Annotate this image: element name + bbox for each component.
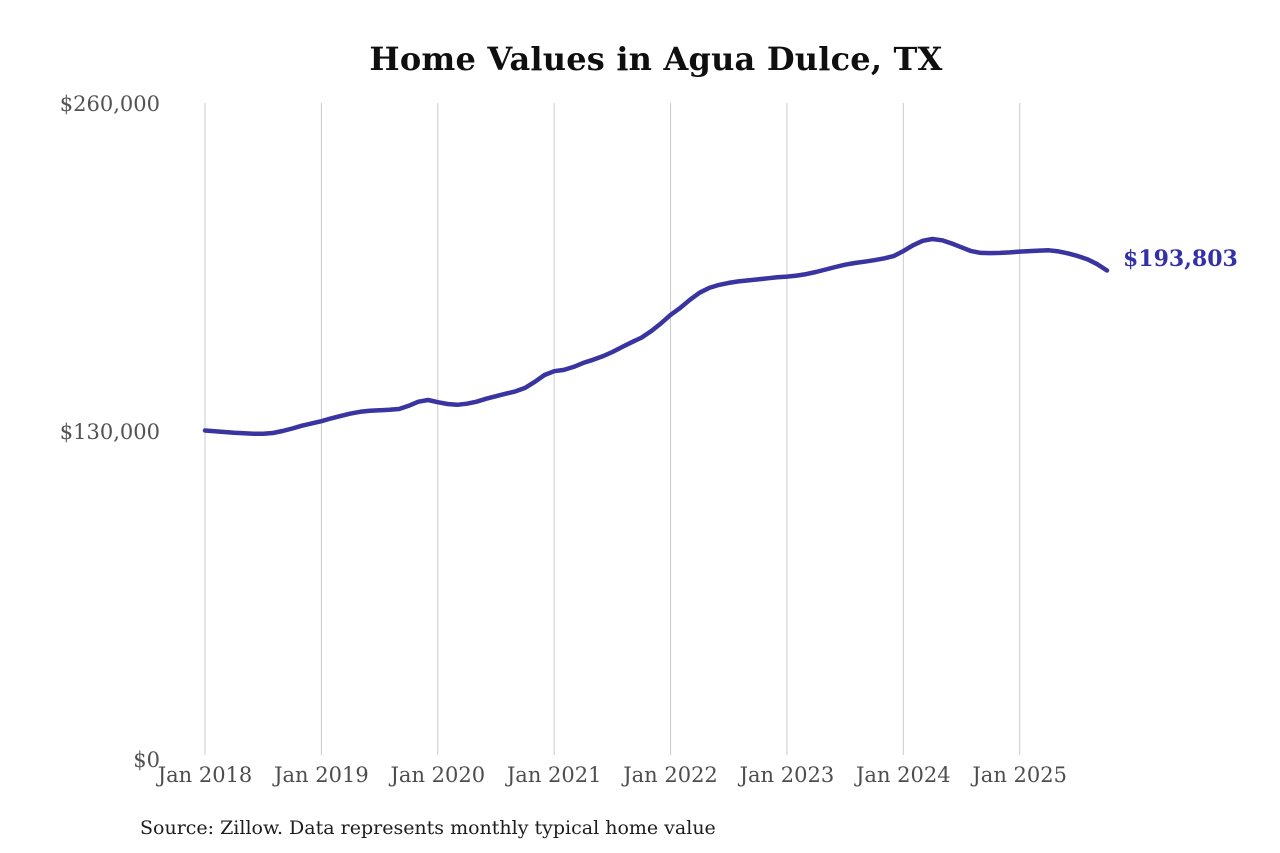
- home-value-line-series: [202, 236, 1110, 437]
- x-axis-tick-jan-2022: Jan 2022: [623, 763, 718, 787]
- x-axis-tick-jan-2021: Jan 2021: [506, 763, 602, 787]
- x-axis-tick-jan-2018: Jan 2018: [157, 763, 253, 787]
- latest-value-label: $193,803: [1123, 246, 1238, 272]
- x-axis-tick-jan-2025: Jan 2025: [972, 763, 1067, 787]
- x-axis-tick-jan-2023: Jan 2023: [739, 763, 835, 787]
- chart-title: Home Values in Agua Dulce, TX: [369, 40, 943, 78]
- source-attribution: Source: Zillow. Data represents monthly …: [140, 817, 716, 839]
- y-axis-tick-130000: $130,000: [59, 420, 160, 444]
- x-axis-tick-jan-2024: Jan 2024: [856, 763, 951, 787]
- y-axis-tick-0: $0: [133, 748, 160, 772]
- x-axis-tick-jan-2020: Jan 2020: [390, 763, 486, 787]
- y-axis-tick-260000: $260,000: [59, 92, 160, 116]
- vertical-gridlines: [204, 103, 1021, 755]
- home-value-line: [202, 236, 1110, 437]
- x-axis-tick-jan-2019: Jan 2019: [274, 763, 369, 787]
